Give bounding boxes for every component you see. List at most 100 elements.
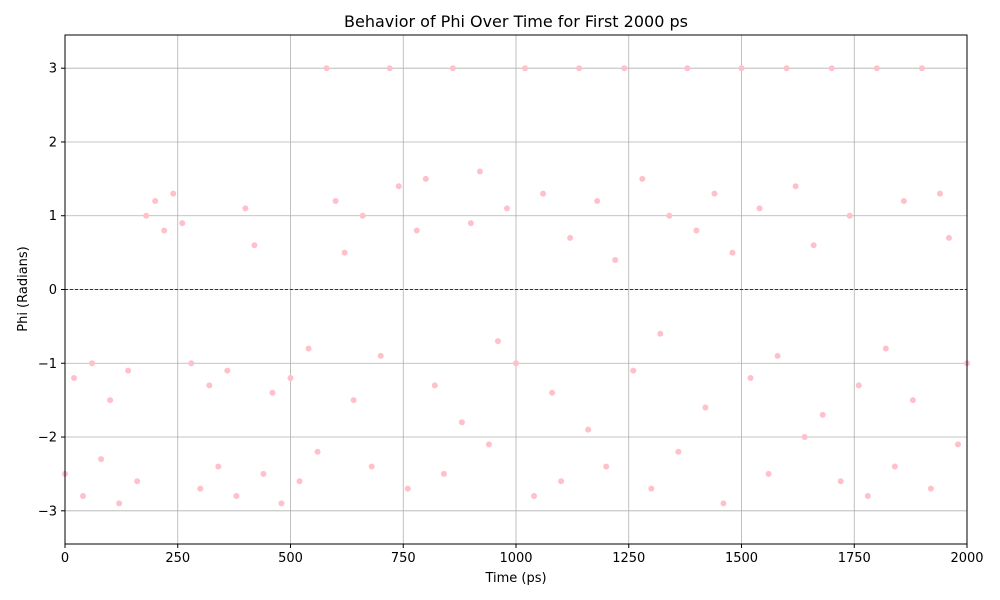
data-point bbox=[224, 367, 231, 374]
data-point bbox=[900, 197, 907, 204]
x-tick-label: 1250 bbox=[612, 551, 645, 566]
data-point bbox=[639, 175, 646, 182]
data-point bbox=[522, 65, 529, 72]
data-point bbox=[846, 212, 853, 219]
data-point bbox=[242, 205, 249, 212]
x-tick-label: 0 bbox=[61, 551, 69, 566]
y-tick-label: −1 bbox=[38, 357, 57, 372]
data-point bbox=[467, 220, 474, 227]
data-point bbox=[485, 441, 492, 448]
data-point bbox=[675, 448, 682, 455]
data-point bbox=[945, 234, 952, 241]
data-point bbox=[296, 478, 303, 485]
data-point bbox=[422, 175, 429, 182]
data-point bbox=[278, 500, 285, 507]
data-point bbox=[954, 441, 961, 448]
data-point bbox=[170, 190, 177, 197]
data-point bbox=[134, 478, 141, 485]
chart-title: Behavior of Phi Over Time for First 2000… bbox=[344, 12, 688, 31]
data-point bbox=[756, 205, 763, 212]
data-point bbox=[458, 419, 465, 426]
data-point bbox=[233, 493, 240, 500]
data-point bbox=[350, 397, 357, 404]
data-point bbox=[179, 220, 186, 227]
data-point bbox=[152, 197, 159, 204]
data-point bbox=[801, 434, 808, 441]
x-tick-label: 250 bbox=[165, 551, 190, 566]
data-point bbox=[612, 256, 619, 263]
data-point bbox=[765, 470, 772, 477]
data-point bbox=[882, 345, 889, 352]
y-tick-label: −3 bbox=[38, 504, 57, 519]
data-point bbox=[377, 352, 384, 359]
data-point bbox=[558, 478, 565, 485]
data-point bbox=[368, 463, 375, 470]
data-point bbox=[909, 397, 916, 404]
data-point bbox=[260, 470, 267, 477]
data-point bbox=[936, 190, 943, 197]
data-point bbox=[783, 65, 790, 72]
data-point bbox=[98, 456, 105, 463]
data-point bbox=[206, 382, 213, 389]
data-point bbox=[197, 485, 204, 492]
data-point bbox=[513, 360, 519, 367]
data-point bbox=[476, 168, 483, 175]
data-point bbox=[89, 360, 96, 367]
data-point bbox=[116, 500, 123, 507]
data-point bbox=[576, 65, 583, 72]
data-point bbox=[621, 65, 628, 72]
data-point bbox=[143, 212, 150, 219]
x-tick-label: 500 bbox=[278, 551, 303, 566]
x-tick-label: 1000 bbox=[499, 551, 532, 566]
data-point bbox=[440, 470, 447, 477]
data-point bbox=[359, 212, 366, 219]
data-point bbox=[747, 375, 754, 382]
data-point bbox=[305, 345, 312, 352]
data-point bbox=[819, 411, 826, 418]
data-point bbox=[693, 227, 700, 234]
data-point bbox=[567, 234, 574, 241]
data-point bbox=[287, 375, 294, 382]
data-point bbox=[503, 205, 510, 212]
y-axis-ticks: −3 −2 −1 0 1 2 3 bbox=[38, 62, 65, 519]
points-layer bbox=[62, 65, 970, 507]
data-point bbox=[720, 500, 727, 507]
y-tick-label: 3 bbox=[49, 62, 57, 77]
data-point bbox=[729, 249, 736, 256]
data-point bbox=[323, 65, 330, 72]
data-point bbox=[80, 493, 87, 500]
y-tick-label: 0 bbox=[49, 283, 57, 298]
data-point bbox=[738, 65, 745, 72]
data-point bbox=[404, 485, 411, 492]
x-axis-title: Time (ps) bbox=[484, 571, 546, 586]
data-point bbox=[702, 404, 709, 411]
x-tick-label: 2000 bbox=[950, 551, 983, 566]
data-point bbox=[341, 249, 348, 256]
data-point bbox=[71, 375, 78, 382]
data-point bbox=[684, 65, 691, 72]
x-tick-label: 1750 bbox=[838, 551, 871, 566]
data-point bbox=[431, 382, 438, 389]
x-tick-label: 750 bbox=[391, 551, 416, 566]
data-point bbox=[251, 242, 258, 249]
x-axis-ticks: 0 250 500 750 1000 1250 1500 1750 2000 bbox=[61, 544, 984, 566]
data-point bbox=[828, 65, 835, 72]
y-tick-label: 2 bbox=[49, 135, 57, 150]
data-point bbox=[314, 448, 321, 455]
data-point bbox=[630, 367, 637, 374]
data-point bbox=[666, 212, 673, 219]
data-point bbox=[161, 227, 168, 234]
y-tick-label: −2 bbox=[38, 431, 57, 446]
data-point bbox=[657, 330, 664, 337]
data-point bbox=[927, 485, 934, 492]
data-point bbox=[603, 463, 610, 470]
data-point bbox=[107, 397, 114, 404]
y-axis-title: Phi (Radians) bbox=[16, 246, 31, 332]
data-point bbox=[549, 389, 556, 396]
data-point bbox=[188, 360, 195, 367]
data-point bbox=[648, 485, 655, 492]
data-point bbox=[269, 389, 276, 396]
